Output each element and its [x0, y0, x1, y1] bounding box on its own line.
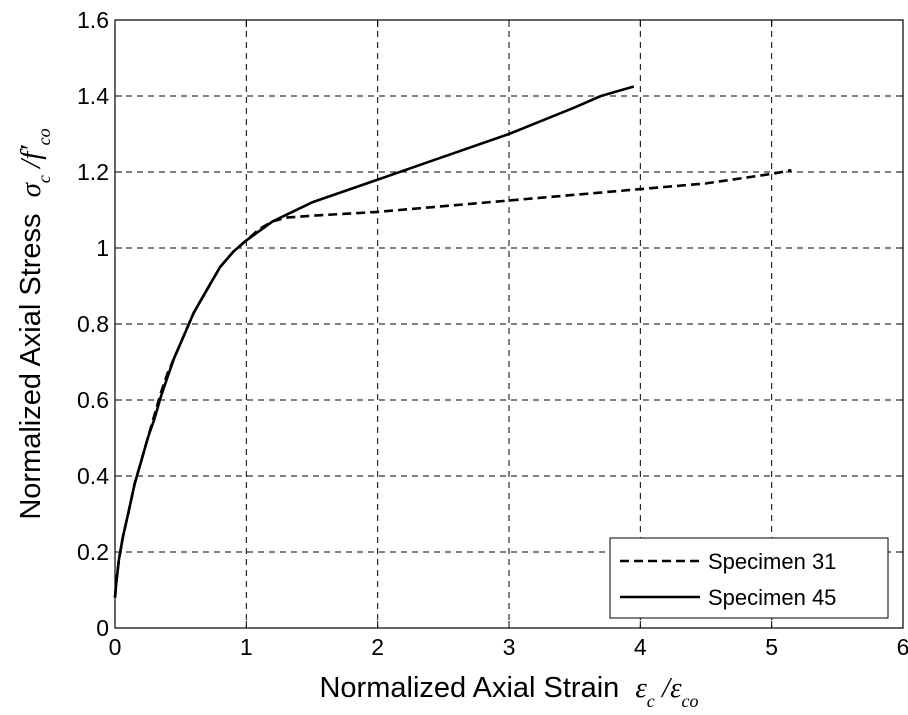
tick-labels: 0 1 2 3 4 5 6 0 0.2 0.4 0.6 0.8 1 1.2 1.4 1.6	[77, 7, 908, 660]
legend-label-specimen-45: Specimen 45	[708, 585, 836, 610]
y-axis-label-math: σc /f′co	[15, 128, 54, 197]
grid	[115, 20, 903, 628]
ticks	[114, 19, 904, 629]
series-layer	[113, 85, 792, 598]
x-axis-label-text: Normalized Axial Strain	[319, 672, 619, 704]
x-axis-label: Normalized Axial Strain εc /εco	[319, 672, 698, 711]
x-tick-label: 6	[897, 634, 908, 660]
x-axis-label-math: εc /εco	[635, 672, 698, 711]
x-tick-label: 0	[109, 634, 122, 660]
y-tick-label: 1.6	[77, 7, 109, 33]
y-tick-label: 0.6	[77, 387, 109, 413]
y-tick-label: 0.8	[77, 311, 109, 337]
x-tick-label: 4	[634, 634, 647, 660]
y-tick-label: 0	[96, 615, 109, 641]
series-line-specimen-45	[113, 85, 635, 598]
y-axis-label: Normalized Axial Stress σc /f′co	[15, 128, 54, 519]
y-axis-label-text: Normalized Axial Stress	[15, 213, 47, 519]
legend-box	[609, 537, 889, 619]
x-tick-label: 1	[240, 634, 253, 660]
legend: Specimen 31 Specimen 45	[609, 537, 889, 619]
x-tick-label: 3	[503, 634, 516, 660]
y-tick-label: 1.4	[77, 83, 109, 109]
y-tick-label: 1.2	[77, 159, 109, 185]
legend-label-specimen-31: Specimen 31	[708, 549, 836, 574]
y-tick-label: 0.2	[77, 539, 109, 565]
y-tick-label: 0.4	[77, 463, 109, 489]
y-tick-label: 1	[96, 235, 109, 261]
x-tick-label: 5	[765, 634, 778, 660]
x-tick-label: 2	[371, 634, 384, 660]
